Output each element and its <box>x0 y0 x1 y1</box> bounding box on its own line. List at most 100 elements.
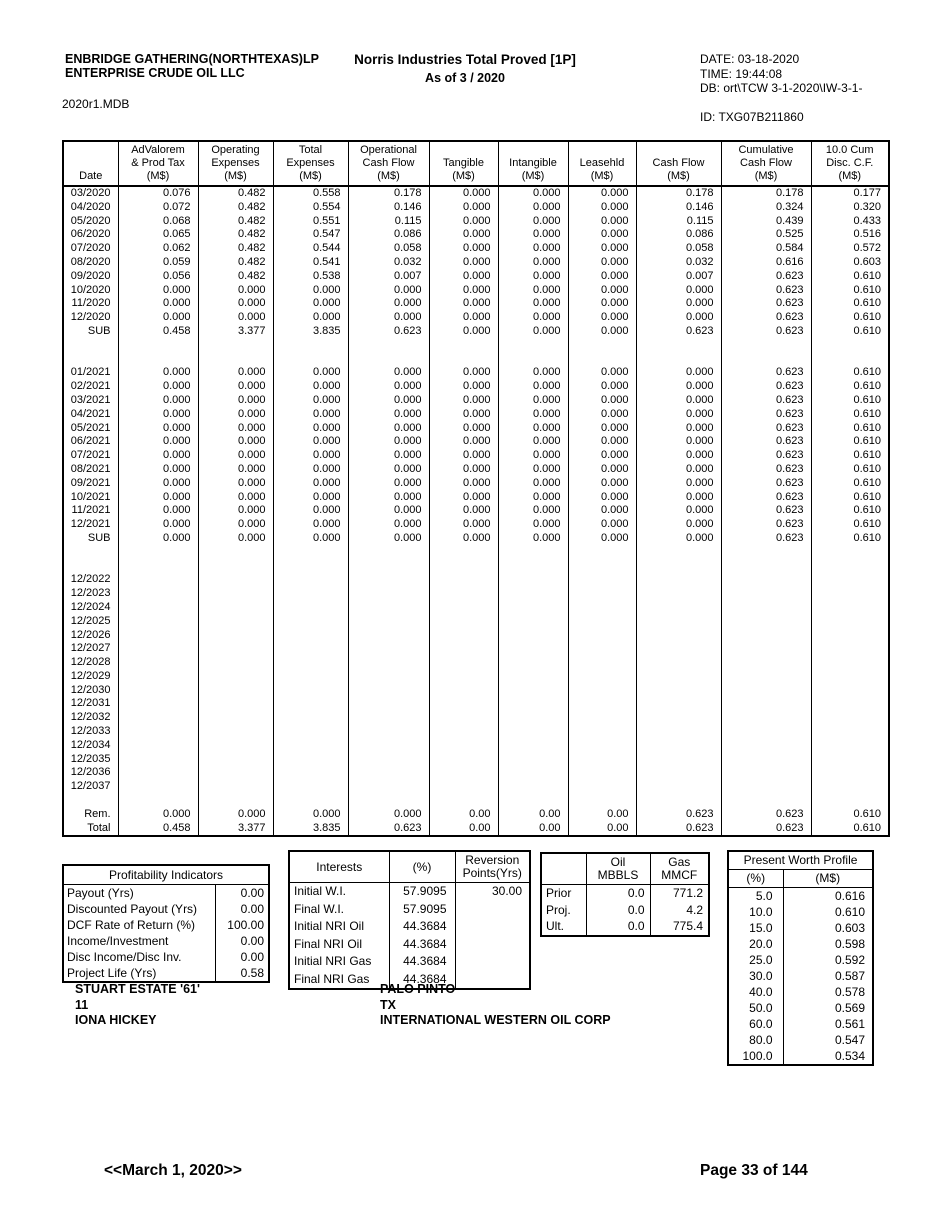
value-cell: 0.623 <box>720 518 811 532</box>
value-cell <box>272 711 348 726</box>
table-row: 11/2021 0.000 0.000 0.000 0.000 0.000 0.000 0.0… <box>62 504 889 519</box>
footer-page-number: Page 33 of 144 <box>700 1162 808 1179</box>
spacer-row <box>62 794 889 808</box>
value-cell <box>497 642 568 657</box>
date-cell: 12/2027 <box>62 642 118 657</box>
value-cell <box>197 766 273 781</box>
value-cell <box>567 545 636 560</box>
value-cell: 0.000 <box>272 297 348 312</box>
table-row: 09/2021 0.000 0.000 0.000 0.000 0.000 0.000 0.0… <box>62 476 889 491</box>
table-cell: 100.00 <box>214 917 269 933</box>
value-cell <box>428 697 498 712</box>
value-cell <box>810 711 889 726</box>
present-worth-title: Present Worth Profile <box>727 851 873 870</box>
value-cell: 0.032 <box>635 255 721 270</box>
value-cell <box>428 545 498 560</box>
value-cell: 0.000 <box>272 407 348 422</box>
table-row: 20.0 0.598 <box>727 936 873 952</box>
value-cell: 0.000 <box>567 476 636 491</box>
value-cell <box>720 545 811 560</box>
value-cell: 0.007 <box>635 269 721 284</box>
value-cell: 0.000 <box>117 393 198 408</box>
value-cell: 0.000 <box>428 421 498 436</box>
table-row: 12/2035 <box>62 752 889 767</box>
date-cell: 07/2020 <box>62 242 118 256</box>
value-cell: 0.000 <box>347 449 429 463</box>
table-cell: 44.3684 <box>388 935 455 953</box>
column-header: (M$) <box>782 869 873 888</box>
value-cell: 0.482 <box>197 228 273 243</box>
interests-header-row: Interests (%) Reversion Points(Yrs) <box>288 851 530 883</box>
value-cell: 0.623 <box>720 407 811 422</box>
date-cell: 12/2030 <box>62 683 118 698</box>
value-cell <box>117 738 198 753</box>
value-cell: 3.835 <box>272 821 348 837</box>
value-cell: 0.000 <box>347 366 429 381</box>
table-row: Discounted Payout (Yrs) 0.00 <box>62 901 269 917</box>
table-cell: 44.3684 <box>388 970 455 989</box>
value-cell: 0.000 <box>347 490 429 505</box>
column-header: Leasehld (M$) <box>567 141 636 187</box>
column-header: (%) <box>388 851 455 883</box>
value-cell: 0.000 <box>347 297 429 312</box>
table-row: 07/2021 0.000 0.000 0.000 0.000 0.000 0.000 0.0… <box>62 449 889 463</box>
state-name: TX <box>380 997 396 1012</box>
value-cell <box>567 628 636 643</box>
value-cell <box>272 752 348 767</box>
value-cell <box>347 766 429 781</box>
value-cell: 0.000 <box>567 200 636 215</box>
table-cell: 10.0 <box>727 904 783 920</box>
value-cell: 0.000 <box>117 476 198 491</box>
profitability-title: Profitability Indicators <box>62 865 269 885</box>
value-cell <box>428 711 498 726</box>
table-row: SUB 0.000 0.000 0.000 0.000 0.000 0.000 0.000 0.… <box>62 531 889 546</box>
value-cell: 0.623 <box>720 311 811 325</box>
profitability-title-row: Profitability Indicators <box>62 865 269 885</box>
value-cell <box>810 752 889 767</box>
table-row: 12/2025 <box>62 614 889 629</box>
table-cell: 4.2 <box>649 901 709 918</box>
value-cell <box>197 642 273 657</box>
value-cell: 0.000 <box>197 407 273 422</box>
value-cell: 0.623 <box>635 807 721 822</box>
value-cell <box>635 559 721 574</box>
value-cell: 0.000 <box>567 242 636 256</box>
table-row: Project Life (Yrs) 0.58 <box>62 965 269 982</box>
table-cell: 0.00 <box>214 949 269 965</box>
column-header: Total Expenses (M$) <box>272 141 348 187</box>
column-header: Interests <box>288 851 389 883</box>
table-cell: 0.603 <box>782 920 873 936</box>
value-cell: 0.072 <box>117 200 198 215</box>
value-cell: 0.610 <box>810 297 889 312</box>
value-cell <box>497 656 568 670</box>
date-cell: 12/2034 <box>62 738 118 753</box>
value-cell <box>720 780 811 795</box>
value-cell: 0.623 <box>720 462 811 477</box>
value-cell: 0.178 <box>347 186 429 201</box>
value-cell: 0.544 <box>272 242 348 256</box>
table-cell: 0.592 <box>782 952 873 968</box>
cashflow-body: 03/2020 0.076 0.482 0.558 0.178 0.000 0.000 0.0… <box>62 186 889 837</box>
value-cell: 0.146 <box>635 200 721 215</box>
value-cell <box>272 683 348 698</box>
table-row: 11/2020 0.000 0.000 0.000 0.000 0.000 0.000 0.0… <box>62 297 889 312</box>
date-cell: SUB <box>62 531 118 546</box>
value-cell: 0.000 <box>272 449 348 463</box>
value-cell: 0.610 <box>810 518 889 532</box>
value-cell: 0.482 <box>197 269 273 284</box>
value-cell: 0.623 <box>720 476 811 491</box>
table-cell: 775.4 <box>649 918 709 936</box>
column-header: Intangible (M$) <box>497 141 568 187</box>
company-line-2: ENTERPRISE CRUDE OIL LLC <box>65 66 245 80</box>
table-cell: 0.534 <box>782 1048 873 1065</box>
value-cell: 0.623 <box>720 435 811 450</box>
table-cell: 0.616 <box>782 887 873 904</box>
value-cell <box>117 545 198 560</box>
value-cell <box>347 573 429 588</box>
value-cell: 0.000 <box>347 462 429 477</box>
value-cell <box>810 559 889 574</box>
value-cell <box>497 669 568 684</box>
value-cell <box>117 711 198 726</box>
table-row: Prior 0.0 771.2 <box>540 884 709 902</box>
